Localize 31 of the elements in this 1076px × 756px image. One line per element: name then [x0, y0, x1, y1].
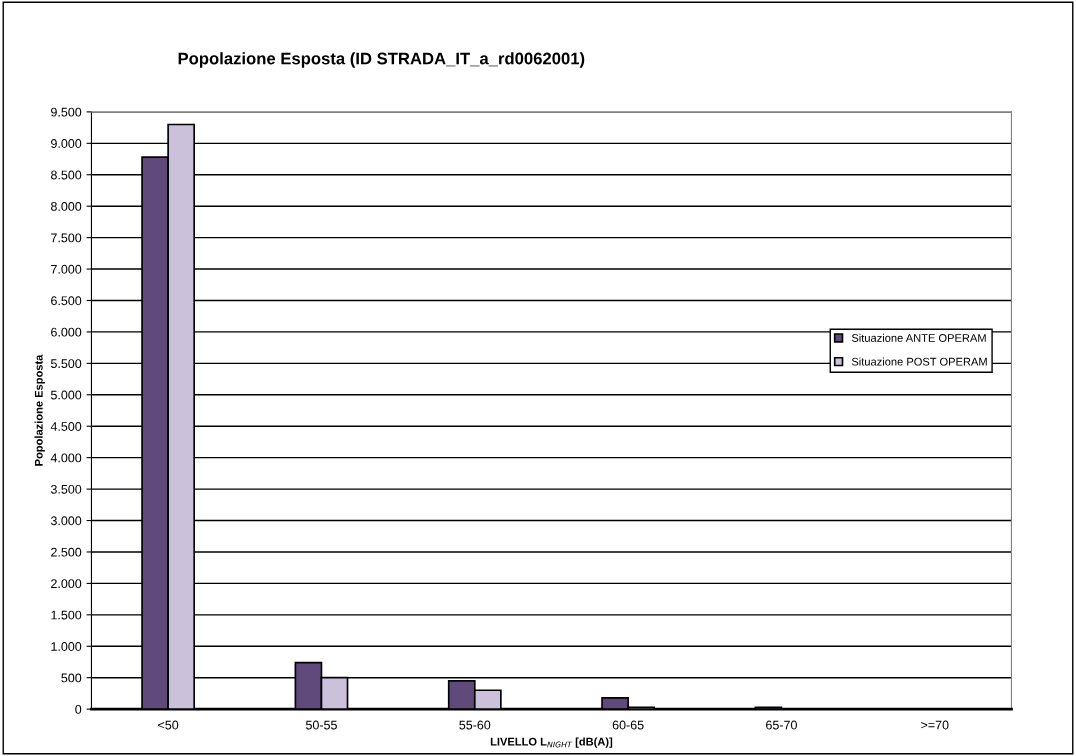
y-tick-label: 6.500	[51, 296, 82, 306]
y-tick-label: 1.000	[51, 642, 82, 651]
y-tick-label: 4.000	[50, 453, 82, 463]
x-axis-title: LIVELLO L$_{NIGHT}$ [dB(A)]	[490, 737, 613, 748]
y-tick-label: 9.000	[51, 139, 82, 148]
x-tick-label: <50	[158, 720, 179, 730]
x-tick-label: 55-60	[459, 720, 491, 730]
y-tick-label: 1.500	[51, 610, 82, 620]
y-tick-label: 2.500	[51, 547, 82, 557]
y-tick-label: 3.500	[50, 484, 82, 494]
chart-title: Popolazione Esposta (ID STRADA_IT_a_rd0062001)	[178, 52, 585, 68]
x-tick-label: 50-55	[305, 720, 337, 730]
x-tick-label: 60-65	[612, 720, 644, 730]
y-tick-label: 3.000	[50, 516, 82, 526]
y-tick-label: 8.000	[51, 201, 82, 211]
y-tick-label: 7.000	[51, 264, 82, 274]
y-tick-label: 8.500	[51, 170, 82, 180]
y-tick-label: 500	[61, 673, 82, 683]
y-tick-label: 4.500	[50, 422, 82, 431]
y-tick-label: 5.500	[50, 359, 82, 369]
x-tick-label: 65-70	[766, 720, 797, 730]
y-tick-label: 2.000	[51, 579, 82, 589]
y-tick-label: 6.000	[51, 327, 82, 337]
y-tick-label: 0	[75, 704, 82, 714]
x-tick-label: >=70	[921, 720, 949, 730]
y-axis-title: Popolazione Esposta	[34, 354, 45, 466]
y-tick-label: 5.000	[50, 390, 82, 400]
y-tick-label: 9.500	[51, 107, 82, 117]
legend-label: Situazione ANTE OPERAM	[851, 333, 986, 342]
y-tick-label: 7.500	[51, 233, 82, 243]
legend-label: Situazione POST OPERAM	[851, 357, 987, 366]
